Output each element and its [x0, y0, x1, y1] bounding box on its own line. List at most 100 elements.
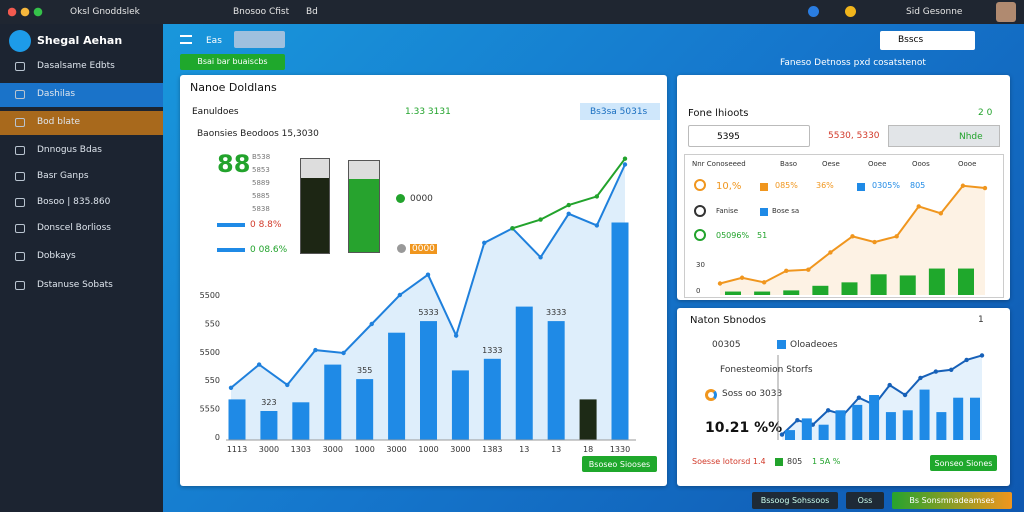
- legend-icon: [694, 179, 706, 191]
- account[interactable]: Sid Gesonne: [906, 7, 963, 17]
- legend-square: [857, 183, 865, 191]
- mini-value: B538: [252, 153, 271, 161]
- menu-icon: [15, 252, 25, 261]
- stat: 1.33 3131: [405, 107, 451, 117]
- button[interactable]: Bs Sonsmnadeamses: [892, 492, 1012, 509]
- menu-icon: [15, 281, 25, 290]
- red-stat: 5530, 5330: [828, 131, 880, 141]
- button[interactable]: Oss: [846, 492, 884, 509]
- legend-icon: [694, 205, 706, 217]
- legend-label: 0000: [410, 194, 433, 204]
- legend-label: 805: [910, 181, 926, 190]
- row-label: 0 08.6%: [250, 245, 288, 255]
- tab[interactable]: Bnosoo Cfist: [233, 7, 290, 17]
- menu-item[interactable]: Dnnogus Bdas: [0, 139, 163, 163]
- menu-icon: [15, 198, 25, 207]
- column-header: Oooe: [958, 160, 977, 168]
- legend-square: [760, 183, 768, 191]
- legend-label: 36%: [816, 181, 834, 190]
- card-title: Nanoe Doldlans: [190, 81, 277, 94]
- legend-label: Bose sa: [772, 207, 800, 215]
- chart-frame: [684, 154, 1004, 298]
- button[interactable]: Bsoseo Siooses: [582, 456, 657, 472]
- menu-icon: [15, 172, 25, 181]
- menu-icon: [15, 90, 25, 99]
- menu-item[interactable]: Dstanuse Sobats: [0, 274, 163, 298]
- toolbar-box[interactable]: [234, 31, 285, 48]
- big-number: 88: [217, 150, 251, 178]
- button[interactable]: Bsai bar buaiscbs: [180, 54, 285, 70]
- mini-value: 5889: [252, 179, 270, 187]
- top-bar: [0, 0, 1024, 24]
- legend-label: 05096%: [716, 231, 750, 240]
- caption: Baonsies Beodoos 15,3030: [197, 129, 319, 139]
- tab[interactable]: Bd: [306, 7, 318, 17]
- button[interactable]: Sonseo Siones: [930, 455, 997, 471]
- menu-item[interactable]: Bod blate: [0, 111, 163, 135]
- tab[interactable]: Eas: [206, 36, 222, 46]
- big-number: 10.21 %%: [705, 420, 783, 436]
- column-header: Oese: [822, 160, 840, 168]
- legend-dot: [397, 244, 406, 253]
- search-box[interactable]: Bsscs: [880, 31, 975, 50]
- y-label: 0: [696, 287, 701, 295]
- card-subtitle: Eanuldoes: [192, 107, 239, 117]
- device: [348, 160, 380, 253]
- column-header: Nnr Conoseeed: [692, 160, 746, 168]
- status-icon[interactable]: [845, 6, 856, 17]
- tab[interactable]: Oksl Gnoddslek: [70, 7, 140, 17]
- menu-icon: [15, 146, 25, 155]
- legend-icon: [694, 229, 706, 241]
- logo: [9, 30, 31, 52]
- column-header: Ooee: [868, 160, 887, 168]
- footer-label: 805: [787, 457, 803, 466]
- legend-label: 0305%: [872, 181, 900, 190]
- status-icon[interactable]: [808, 6, 819, 17]
- window-dots: [8, 7, 48, 17]
- row-label: 00305: [712, 340, 741, 350]
- panel-menu[interactable]: 2 0: [978, 108, 993, 118]
- menu-item[interactable]: Donscel Borlioss: [0, 217, 163, 241]
- legend-label: Fanise: [716, 207, 739, 215]
- y-label: 30: [696, 261, 705, 269]
- menu-item[interactable]: Dashilas: [0, 83, 163, 107]
- footer-label: 1 5A %: [812, 457, 841, 466]
- banner: Faneso Detnoss pxd cosatstenot: [780, 58, 926, 68]
- panel-title: Naton Sbnodos: [690, 315, 766, 326]
- legend-label: 10,%: [716, 181, 742, 192]
- legend-label: 085%: [775, 181, 798, 190]
- device: [300, 158, 330, 254]
- legend-square: [777, 340, 786, 349]
- footer-label: Soesse lotorsd 1.4: [692, 457, 766, 466]
- hamburger[interactable]: [180, 35, 192, 44]
- row-label: 0 8.8%: [250, 220, 282, 230]
- brand: Shegal Aehan: [37, 34, 123, 47]
- panel-menu[interactable]: 1: [978, 315, 984, 325]
- column-header: Baso: [780, 160, 798, 168]
- menu-item[interactable]: Dasalsame Edbts: [0, 55, 163, 79]
- gray-box: Nhde: [888, 125, 1000, 147]
- donut: [705, 389, 717, 401]
- menu-icon: [15, 118, 25, 127]
- mini-value: 5853: [252, 166, 270, 174]
- legend-label: 0000: [410, 244, 437, 254]
- field[interactable]: 5395: [688, 125, 810, 147]
- avatar[interactable]: [996, 2, 1016, 22]
- legend-square: [760, 208, 768, 216]
- menu-item[interactable]: Dobkays: [0, 245, 163, 269]
- menu-item[interactable]: Bosoo | 835.860: [0, 191, 163, 215]
- column-header: Ooos: [912, 160, 930, 168]
- badge: Bs3sa 5031s: [580, 103, 660, 120]
- panel-title: Fone lhioots: [688, 108, 749, 119]
- label: Soss oo 3033: [722, 389, 783, 399]
- menu-item[interactable]: Basr Ganps: [0, 165, 163, 189]
- button[interactable]: Bssoog Sohssoos: [752, 492, 838, 509]
- menu-icon: [15, 62, 25, 71]
- legend-label: 51: [757, 231, 768, 240]
- row-bar: [217, 223, 245, 227]
- mini-value: 5838: [252, 205, 270, 213]
- menu-icon: [15, 224, 25, 233]
- legend-dot: [396, 194, 405, 203]
- row-bar: [217, 248, 245, 252]
